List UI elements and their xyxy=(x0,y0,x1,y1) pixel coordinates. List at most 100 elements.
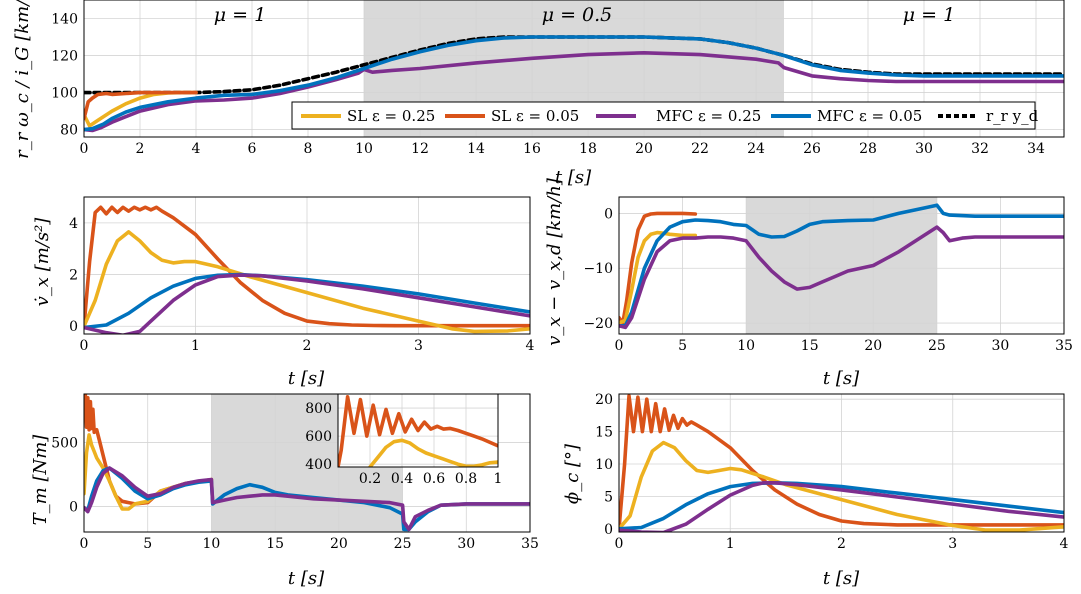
torque-ylabel: T_m [Nm] xyxy=(30,434,51,526)
x-tick-label: 12 xyxy=(411,141,429,157)
x-tick-label: 28 xyxy=(859,141,877,157)
x-tick-label: 20 xyxy=(635,141,653,157)
speed-annotations: μ = 1 μ = 0.5 μ = 1 xyxy=(214,4,955,26)
series-sl-025 xyxy=(619,230,698,325)
series-mfc-025 xyxy=(619,480,1064,532)
plot-frame xyxy=(618,393,1065,533)
series-mfc-025 xyxy=(84,466,530,532)
x-tick-label: 1 xyxy=(494,471,503,487)
y-tick-label: 0 xyxy=(604,206,613,222)
x-tick-label: 35 xyxy=(1055,338,1073,354)
y-tick-label: 0 xyxy=(604,522,613,538)
legend-label-mfc-005: MFC ε = 0.05 xyxy=(817,107,922,125)
mu-label-1: μ = 1 xyxy=(214,4,266,26)
mu-label-3: μ = 1 xyxy=(903,4,955,26)
phi-ylabel: ϕ_c [°] xyxy=(562,443,583,504)
series-mfc-005 xyxy=(619,203,1064,328)
y-tick-label: 80 xyxy=(60,123,78,139)
y-tick-label: 0 xyxy=(69,499,78,515)
x-tick-label: 4 xyxy=(192,141,201,157)
y-tick-label: −20 xyxy=(583,316,613,332)
x-tick-label: 0 xyxy=(615,536,624,552)
x-tick-label: 2 xyxy=(303,338,312,354)
x-tick-label: 25 xyxy=(394,536,412,552)
x-tick-label: 8 xyxy=(304,141,313,157)
phi-xlabel: t [s] xyxy=(823,568,860,589)
series-mfc-025 xyxy=(619,225,1064,330)
y-tick-label: 20 xyxy=(595,392,613,408)
legend-label-sl-025: SL ε = 0.25 xyxy=(347,107,435,125)
phi-chart: 0 1 2 3 4 0 5 10 15 20 xyxy=(595,392,1068,552)
series-sl-005 xyxy=(619,211,698,325)
y-tick-label: 120 xyxy=(51,49,78,65)
err-xlabel: t [s] xyxy=(823,368,860,389)
y-tick-label: 100 xyxy=(51,86,78,102)
x-tick-label: 0 xyxy=(80,338,89,354)
plot-frame xyxy=(618,196,1065,335)
low-friction-region xyxy=(746,197,937,334)
accel-xlabel: t [s] xyxy=(288,368,325,389)
x-tick-label: 30 xyxy=(457,536,475,552)
y-tick-label: 5 xyxy=(604,489,613,505)
y-tick-label: 10 xyxy=(595,457,613,473)
x-tick-label: 5 xyxy=(678,338,687,354)
x-tick-label: 20 xyxy=(864,338,882,354)
plot-frame xyxy=(337,393,499,468)
x-tick-label: 35 xyxy=(521,536,539,552)
y-tick-label: 4 xyxy=(69,216,78,232)
err-ylabel: v_x − v_x,d [km/h] xyxy=(544,177,565,346)
torque-xlabel: t [s] xyxy=(288,568,325,589)
x-tick-label: 1 xyxy=(726,536,735,552)
x-tick-label: 24 xyxy=(747,141,765,157)
torque-inset-chart: 0.2 0.4 0.6 0.8 1 400 600 800 xyxy=(305,393,503,487)
x-tick-label: 20 xyxy=(330,536,348,552)
x-tick-label: 15 xyxy=(266,536,284,552)
accel-ylabel: v̇_x [m/s²] xyxy=(32,217,53,307)
legend-label-mfc-025: MFC ε = 0.25 xyxy=(656,107,761,125)
series-sl-025 xyxy=(368,438,498,467)
x-tick-label: 3 xyxy=(414,338,423,354)
series-sl-005 xyxy=(619,394,1064,531)
series-sl-025 xyxy=(84,230,530,334)
x-tick-label: 2 xyxy=(837,536,846,552)
x-tick-label: 10 xyxy=(355,141,373,157)
x-tick-label: 30 xyxy=(992,338,1010,354)
x-tick-label: 0 xyxy=(80,141,89,157)
x-tick-label: 0.2 xyxy=(359,471,381,487)
y-tick-label: 15 xyxy=(595,425,613,441)
series-sl-005 xyxy=(84,205,530,329)
y-tick-label: 2 xyxy=(69,268,78,284)
x-tick-label: 0.4 xyxy=(391,471,413,487)
x-tick-label: 25 xyxy=(928,338,946,354)
y-tick-label: 0 xyxy=(69,319,78,335)
x-tick-label: 2 xyxy=(136,141,145,157)
x-tick-label: 14 xyxy=(467,141,485,157)
series-sl-025 xyxy=(619,440,1064,532)
speed-ylabel: r_r ω_c / i_G [km/h] xyxy=(12,0,33,159)
series-mfc-005 xyxy=(84,35,1064,132)
y-tick-label: 500 xyxy=(51,436,78,452)
mu-label-2: μ = 0.5 xyxy=(542,4,613,26)
plot-frame xyxy=(83,0,1065,138)
x-tick-label: 5 xyxy=(143,536,152,552)
x-tick-label: 18 xyxy=(579,141,597,157)
x-tick-label: 0 xyxy=(80,536,89,552)
x-tick-label: 1 xyxy=(191,338,200,354)
x-tick-label: 30 xyxy=(915,141,933,157)
legend-box xyxy=(291,101,1036,130)
speed-error-chart: 0 5 10 15 20 25 30 35 −20 −10 0 xyxy=(583,196,1073,354)
legend-label-sl-005: SL ε = 0.05 xyxy=(491,107,579,125)
plot-frame xyxy=(83,196,531,335)
y-tick-label: 600 xyxy=(305,429,332,445)
series-mfc-025 xyxy=(84,50,1064,133)
x-tick-label: 0.8 xyxy=(455,471,477,487)
y-tick-label: 800 xyxy=(305,401,332,417)
x-tick-label: 10 xyxy=(737,338,755,354)
y-tick-label: 140 xyxy=(51,12,78,28)
y-tick-label: 400 xyxy=(305,457,332,473)
x-tick-label: 4 xyxy=(526,338,535,354)
legend-label-ref: r_r y_d xyxy=(986,107,1039,125)
series-sl-005 xyxy=(338,394,498,467)
x-tick-label: 32 xyxy=(971,141,989,157)
